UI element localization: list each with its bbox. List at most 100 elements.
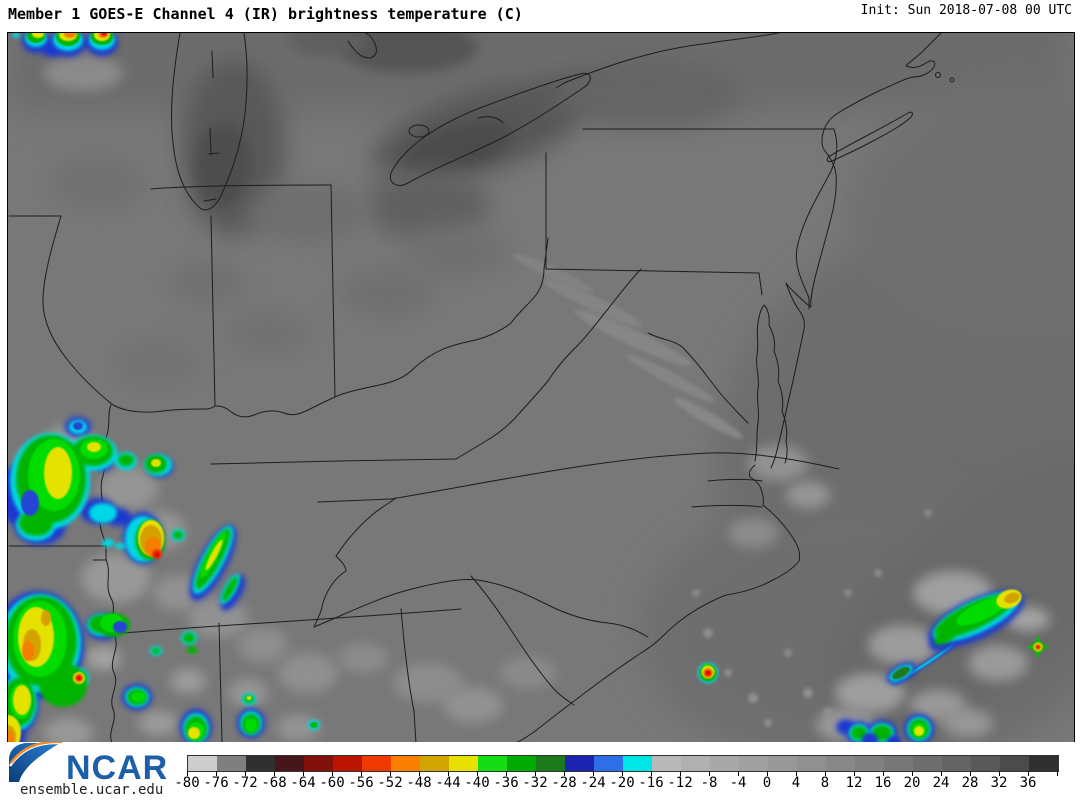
colorbar-segment <box>594 756 623 771</box>
potomac-river <box>647 332 749 424</box>
colorbar-tick <box>564 771 565 776</box>
border-al-ga <box>400 608 417 743</box>
carolina-sounds <box>691 479 763 508</box>
colorbar-tick <box>419 771 420 776</box>
colorbar-segment <box>652 756 681 771</box>
colorbar-tick-label: -4 <box>729 775 747 791</box>
colorbar-segment <box>536 756 565 771</box>
colorbar-tick-label: -72 <box>232 775 258 791</box>
border-in-oh <box>330 184 336 398</box>
colorbar-tick <box>738 771 739 776</box>
colorbar-tick-label: -60 <box>319 775 345 791</box>
coastline <box>515 33 955 743</box>
colorbar-tick <box>941 771 942 776</box>
mississippi-river-mid <box>99 404 112 547</box>
colorbar-tick <box>593 771 594 776</box>
lake-st-clair <box>408 124 430 138</box>
border-tn-ms-al <box>112 608 462 635</box>
colorbar-tick-label: -24 <box>580 775 606 791</box>
chesapeake-bay <box>754 304 788 464</box>
convection-cell-small <box>308 720 320 730</box>
colorbar-tick-label: 4 <box>791 775 801 791</box>
colorbar-segment <box>623 756 652 771</box>
colorbar-segment <box>362 756 391 771</box>
colorbar-segment <box>681 756 710 771</box>
border-va-nc <box>390 452 840 500</box>
colorbar-segment <box>420 756 449 771</box>
colorbar-segment <box>449 756 478 771</box>
colorbar-tick-label: -16 <box>638 775 664 791</box>
site-url[interactable]: ensemble.ucar.edu <box>20 782 164 798</box>
colorbar-tick <box>1028 771 1029 776</box>
convection-cluster-top <box>12 33 118 57</box>
colorbar-tick <box>245 771 246 776</box>
colorbar-tick <box>448 771 449 776</box>
cloud-texture-light <box>16 55 1050 743</box>
colorbar-tick <box>332 771 333 776</box>
colorbar-segment <box>217 756 246 771</box>
colorbar-tick-label: 28 <box>961 775 979 791</box>
colorbar-labels: -80 -76 -72 -68 -64 -60 -56 -52 -48 -44 -40 -36 -32-… <box>174 775 1080 793</box>
colorbar-tick-label: 12 <box>845 775 863 791</box>
colorbar-tick <box>796 771 797 776</box>
ncar-logo-text: NCAR <box>66 749 168 787</box>
colorbar-segment <box>565 756 594 771</box>
convection-cell-sc-coast <box>698 663 718 683</box>
colorbar-segment <box>1000 756 1029 771</box>
lake-huron <box>347 33 377 59</box>
colorbar-tick <box>912 771 913 776</box>
colorbar-tick <box>274 771 275 776</box>
mississippi-river-north <box>42 215 216 413</box>
colorbar-segment <box>478 756 507 771</box>
colorbar-segment <box>942 756 971 771</box>
convection-cluster-southeast <box>836 589 1049 743</box>
colorbar-tick-label: -52 <box>377 775 403 791</box>
coast-carolinas <box>515 464 801 743</box>
colorbar-tick <box>680 771 681 776</box>
colorbar-segment <box>855 756 884 771</box>
colorbar-tick-label: 0 <box>762 775 772 791</box>
colorbar-ticks <box>187 771 1058 776</box>
colorbar-tick <box>825 771 826 776</box>
colorbar-tick <box>651 771 652 776</box>
colorbar-tick-label: -8 <box>700 775 718 791</box>
colorbar-tick <box>506 771 507 776</box>
colorbar-segment <box>333 756 362 771</box>
colorbar-segment <box>246 756 275 771</box>
colorbar-tick <box>970 771 971 776</box>
colorbar-tick-label: 24 <box>932 775 950 791</box>
colorbar-tick-label: 8 <box>820 775 830 791</box>
colorbar-tick <box>187 771 188 776</box>
colorbar-tick <box>854 771 855 776</box>
colorbar-tick-label: 16 <box>874 775 892 791</box>
colorbar-segment <box>1029 756 1058 771</box>
colorbar-segment <box>971 756 1000 771</box>
convection-cluster-southwest <box>8 591 265 743</box>
colorbar-tick <box>390 771 391 776</box>
lake-michigan <box>171 33 248 211</box>
convection-cluster-midwest <box>8 417 246 611</box>
great-lakes <box>171 33 779 211</box>
colorbar-tick <box>535 771 536 776</box>
colorbar-segment <box>275 756 304 771</box>
colorbar-tick-label: -68 <box>261 775 287 791</box>
coast-northeast <box>770 33 942 469</box>
border-ga-sc <box>470 575 575 706</box>
ncar-logo[interactable]: NCAR <box>8 742 178 800</box>
colorbar-segment <box>739 756 768 771</box>
colorbar-tick <box>767 771 768 776</box>
colorbar-tick-label: -28 <box>551 775 577 791</box>
colorbar-tick <box>361 771 362 776</box>
storm-core-red <box>76 675 82 681</box>
colorbar-tick-label: -32 <box>522 775 548 791</box>
colorbar-segment <box>913 756 942 771</box>
page-title: Member 1 GOES-E Channel 4 (IR) brightnes… <box>8 5 523 23</box>
colorbar-segment <box>304 756 333 771</box>
colorbar-segments <box>187 755 1059 772</box>
map-svg <box>8 33 1074 743</box>
colorbar-segment <box>507 756 536 771</box>
border-nc-sc <box>313 579 649 638</box>
state-borders <box>8 33 955 743</box>
colorbar-tick <box>883 771 884 776</box>
